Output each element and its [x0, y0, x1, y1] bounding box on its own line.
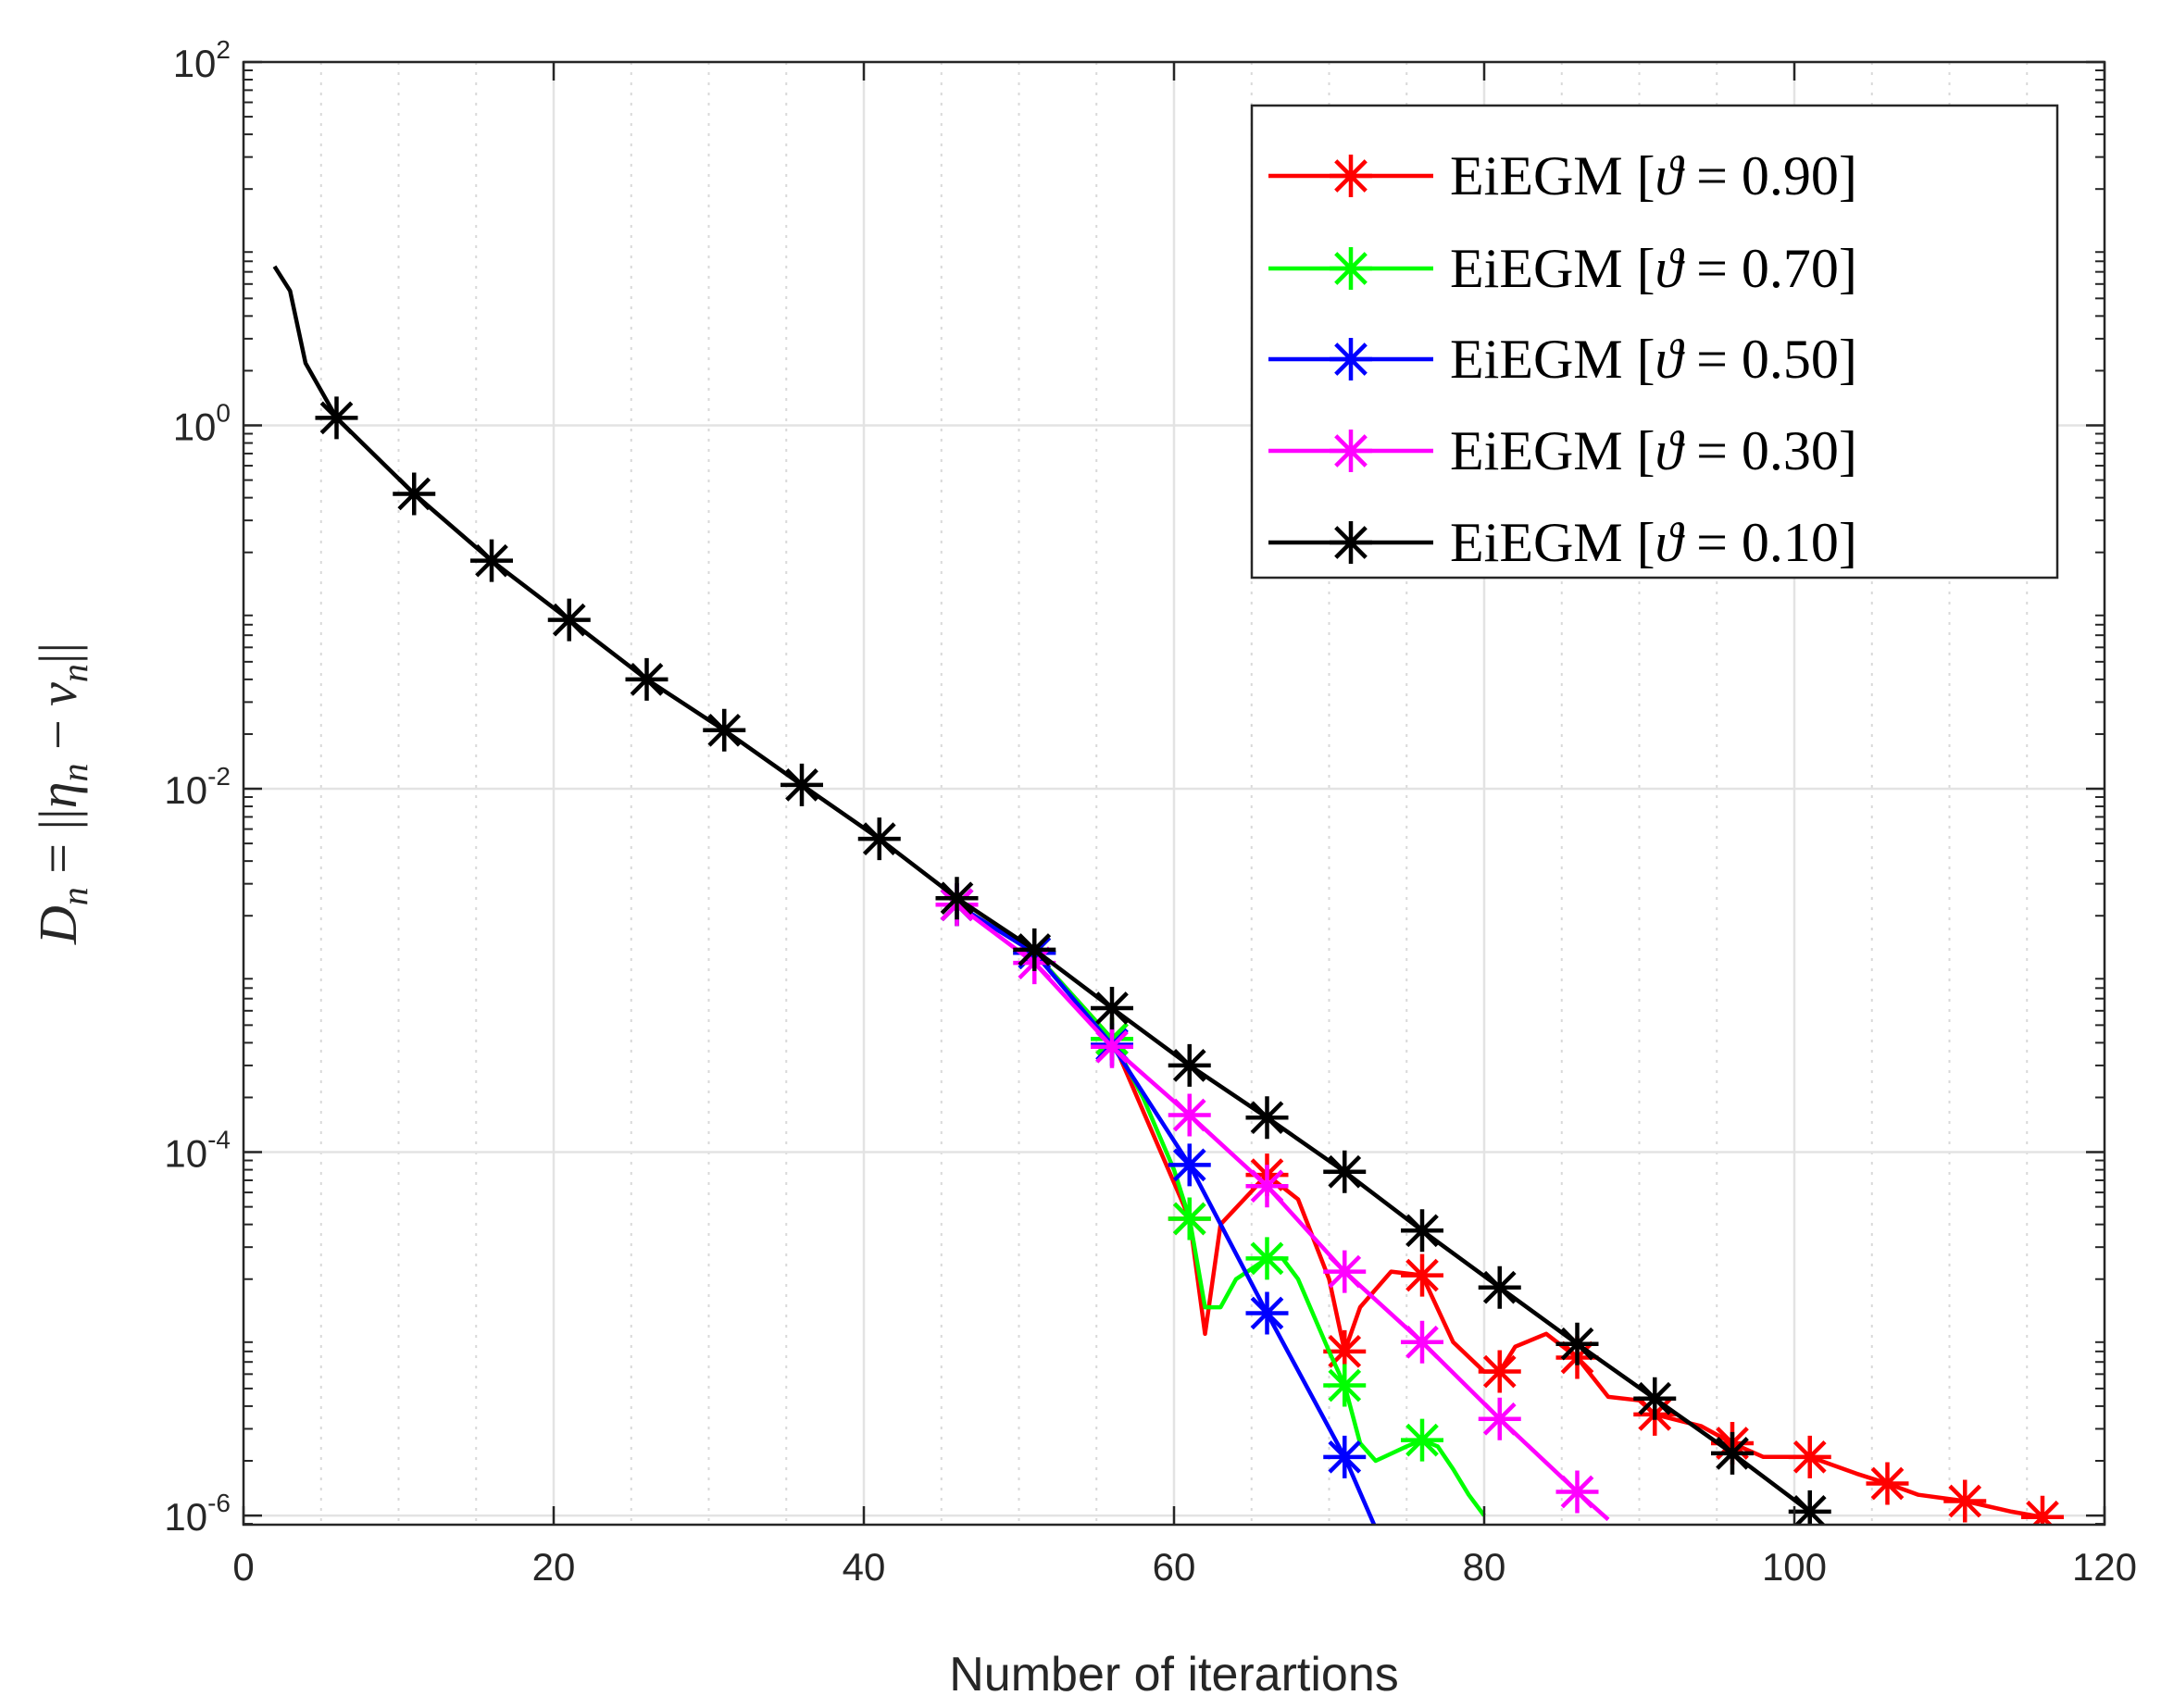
y-axis-title: Dn = ||ηn − vn|| — [28, 642, 95, 945]
axis-ticks: 0 20 40 60 80 100 120 10-6 10-4 10-2 100 102 — [164, 35, 2137, 1589]
data-point-marker — [1478, 1397, 1521, 1440]
data-point-marker — [1323, 1150, 1367, 1193]
legend: EiEGM [ϑ = 0.90] EiEGM [ϑ = 0.70] EiEGM [ϑ… — [1250, 104, 2059, 580]
ylabel-eta-sub: n — [54, 764, 95, 782]
legend-entry: EiEGM [ϑ = 0.30] — [1268, 420, 1857, 481]
legend-label: EiEGM [ϑ = 0.70] — [1450, 238, 1857, 299]
data-point-marker — [1168, 1143, 1211, 1187]
series-layer — [272, 265, 2064, 1525]
x-tick-label: 80 — [1463, 1545, 1506, 1589]
data-point-marker — [1168, 1093, 1211, 1137]
legend-entry: EiEGM [ϑ = 0.10] — [1268, 512, 1857, 573]
data-point-marker — [1633, 1377, 1677, 1420]
legend-marker — [1330, 338, 1372, 380]
series-line — [956, 903, 2043, 1520]
data-point-marker — [1323, 1364, 1367, 1407]
data-point-marker — [1788, 1435, 1831, 1478]
x-tick-label: 20 — [532, 1545, 576, 1589]
x-tick-label: 40 — [843, 1545, 886, 1589]
data-point-marker — [393, 472, 436, 516]
ylabel-v: v — [28, 682, 88, 706]
x-axis-title: Number of iterartions — [949, 1648, 1399, 1702]
data-point-marker — [1478, 1265, 1521, 1309]
data-point-marker — [1788, 1490, 1831, 1525]
data-point-marker — [1401, 1253, 1443, 1297]
data-point-marker — [1943, 1479, 1987, 1523]
data-point-marker — [1013, 928, 1056, 971]
x-tick-label: 0 — [232, 1545, 254, 1589]
legend-entry: EiEGM [ϑ = 0.70] — [1268, 238, 1857, 299]
legend-box — [1250, 104, 2059, 580]
legend-entry: EiEGM [ϑ = 0.90] — [1268, 145, 1857, 206]
legend-entry: EiEGM [ϑ = 0.50] — [1268, 329, 1857, 390]
data-point-marker — [315, 396, 358, 440]
series-line — [956, 903, 1486, 1517]
data-point-marker — [470, 539, 513, 582]
data-point-marker — [1401, 1209, 1443, 1253]
data-point-marker — [1711, 1431, 1754, 1475]
data-point-marker — [1091, 1025, 1133, 1068]
ylabel-eta: η — [28, 782, 88, 809]
data-point-marker — [1245, 1291, 1289, 1335]
y-tick-label: 10-2 — [164, 762, 231, 812]
data-point-marker — [1245, 1165, 1289, 1208]
legend-marker — [1330, 247, 1372, 290]
x-tick-label: 60 — [1153, 1545, 1196, 1589]
data-point-marker — [1401, 1320, 1443, 1364]
data-point-marker — [1866, 1462, 1909, 1505]
ylabel-d-sub: n — [54, 887, 95, 905]
legend-label: EiEGM [ϑ = 0.30] — [1450, 420, 1857, 481]
data-point-marker — [1555, 1470, 1599, 1514]
data-point-marker — [703, 708, 746, 752]
y-tick-label: 102 — [173, 35, 231, 85]
legend-marker — [1330, 155, 1372, 197]
y-tick-label: 10-4 — [164, 1126, 231, 1176]
data-point-marker — [1091, 987, 1133, 1030]
data-point-marker — [1168, 1197, 1211, 1240]
data-point-marker — [1323, 1250, 1367, 1293]
y-tick-label: 100 — [173, 399, 231, 449]
ylabel-minus: − — [28, 706, 88, 764]
data-point-marker — [547, 598, 591, 642]
data-point-marker — [1245, 1237, 1289, 1280]
data-point-marker — [935, 877, 979, 920]
x-tick-label: 100 — [1762, 1545, 1827, 1589]
data-point-marker — [781, 763, 823, 806]
legend-marker — [1330, 521, 1372, 564]
data-point-marker — [1168, 1043, 1211, 1087]
legend-label: EiEGM [ϑ = 0.10] — [1450, 512, 1857, 573]
data-point-marker — [857, 817, 901, 861]
ylabel-v-sub: n — [54, 664, 95, 682]
data-point-marker — [1478, 1350, 1521, 1393]
data-point-marker — [1555, 1322, 1599, 1365]
legend-marker — [1330, 430, 1372, 472]
series-4 — [272, 265, 1831, 1525]
data-point-marker — [625, 657, 668, 701]
ylabel-d: D — [28, 905, 88, 945]
ylabel-close: || — [28, 642, 88, 664]
ylabel-eq: = || — [28, 808, 88, 887]
legend-label: EiEGM [ϑ = 0.90] — [1450, 145, 1857, 206]
series-3 — [935, 883, 1610, 1522]
data-point-marker — [1245, 1096, 1289, 1140]
x-tick-label: 120 — [2072, 1545, 2137, 1589]
y-tick-label: 10-6 — [164, 1489, 231, 1539]
legend-label: EiEGM [ϑ = 0.50] — [1450, 329, 1857, 390]
data-point-marker — [1323, 1329, 1367, 1373]
data-point-marker — [2021, 1495, 2064, 1525]
data-point-marker — [1401, 1418, 1443, 1462]
series-line — [956, 903, 1610, 1522]
data-point-marker — [1323, 1435, 1367, 1478]
